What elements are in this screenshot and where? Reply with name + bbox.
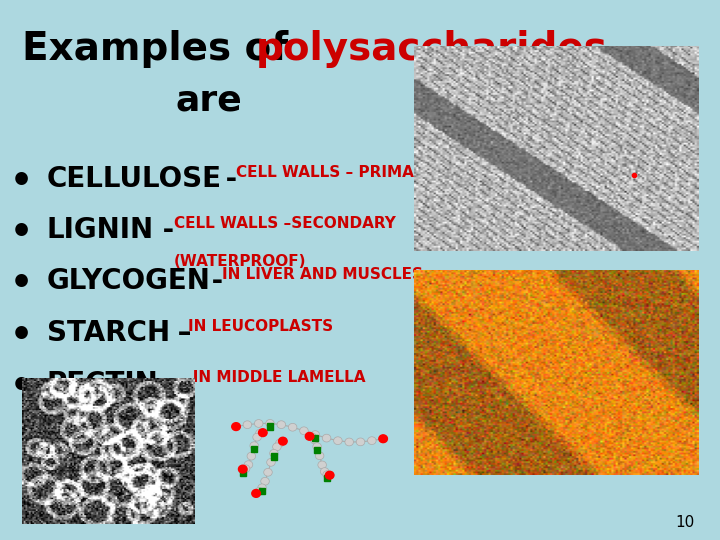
Text: •: • — [10, 319, 33, 353]
Circle shape — [305, 433, 314, 440]
Circle shape — [320, 468, 329, 475]
Circle shape — [367, 437, 376, 444]
Text: (WATERPROOF): (WATERPROOF) — [174, 254, 306, 269]
Circle shape — [238, 465, 247, 473]
Circle shape — [258, 484, 266, 492]
Circle shape — [315, 452, 324, 460]
Circle shape — [288, 423, 297, 431]
Circle shape — [356, 438, 365, 446]
Text: 10: 10 — [675, 515, 695, 530]
Circle shape — [300, 427, 308, 435]
Circle shape — [310, 436, 319, 444]
Text: -: - — [157, 370, 178, 398]
Bar — [314, 447, 320, 453]
Circle shape — [270, 449, 278, 457]
Circle shape — [277, 421, 286, 429]
Circle shape — [232, 423, 240, 430]
Circle shape — [318, 461, 326, 469]
Circle shape — [252, 490, 261, 497]
Circle shape — [325, 471, 334, 479]
Text: STARCH: STARCH — [47, 319, 170, 347]
Circle shape — [253, 433, 261, 441]
Circle shape — [308, 433, 316, 441]
Text: CELL WALLS – PRIMARY: CELL WALLS – PRIMARY — [236, 165, 436, 180]
Text: Examples of: Examples of — [22, 30, 301, 68]
Text: LIGNIN: LIGNIN — [47, 216, 154, 244]
Text: are: are — [176, 84, 242, 118]
Bar — [267, 423, 273, 430]
Circle shape — [244, 461, 253, 469]
Circle shape — [261, 477, 269, 485]
Text: IN LIVER AND MUSCLES: IN LIVER AND MUSCLES — [222, 267, 423, 282]
Text: •: • — [10, 216, 33, 250]
Text: -: - — [202, 267, 222, 295]
Text: -: - — [153, 216, 174, 244]
Bar — [271, 454, 277, 460]
Circle shape — [276, 439, 284, 447]
Circle shape — [273, 443, 282, 451]
Bar — [259, 488, 265, 495]
Bar — [251, 446, 257, 453]
Circle shape — [238, 465, 247, 473]
Circle shape — [323, 471, 331, 478]
Text: PECTIN: PECTIN — [47, 370, 158, 398]
Bar — [312, 435, 318, 441]
Text: polysaccharides: polysaccharides — [256, 30, 608, 68]
Circle shape — [379, 435, 387, 443]
Circle shape — [258, 429, 267, 436]
Circle shape — [313, 443, 321, 450]
Circle shape — [255, 488, 264, 495]
Circle shape — [279, 437, 287, 445]
Text: •: • — [10, 267, 33, 301]
Text: •: • — [10, 165, 33, 199]
Text: IN LEUCOPLASTS: IN LEUCOPLASTS — [188, 319, 333, 334]
Text: CELL WALLS –SECONDARY: CELL WALLS –SECONDARY — [174, 216, 395, 231]
Text: -: - — [216, 165, 237, 193]
Circle shape — [379, 435, 387, 443]
Circle shape — [305, 433, 314, 440]
Circle shape — [254, 420, 263, 427]
Circle shape — [345, 438, 354, 446]
Text: –: – — [168, 319, 192, 347]
Bar — [324, 475, 330, 481]
Circle shape — [247, 453, 256, 460]
Circle shape — [258, 429, 267, 436]
Text: IN MIDDLE LAMELLA: IN MIDDLE LAMELLA — [177, 370, 366, 385]
Circle shape — [266, 420, 274, 427]
Text: CELLULOSE: CELLULOSE — [47, 165, 222, 193]
Circle shape — [323, 434, 331, 442]
Circle shape — [264, 468, 272, 476]
Bar — [240, 469, 246, 476]
Text: •: • — [10, 370, 33, 404]
Circle shape — [232, 423, 240, 430]
Circle shape — [241, 465, 250, 472]
Circle shape — [252, 490, 261, 497]
Circle shape — [333, 437, 342, 444]
Circle shape — [325, 471, 334, 479]
Circle shape — [266, 458, 275, 466]
Circle shape — [279, 437, 287, 445]
Circle shape — [243, 421, 252, 429]
Text: GLYCOGEN: GLYCOGEN — [47, 267, 211, 295]
Circle shape — [250, 442, 258, 449]
Circle shape — [256, 429, 264, 437]
Circle shape — [311, 431, 320, 438]
